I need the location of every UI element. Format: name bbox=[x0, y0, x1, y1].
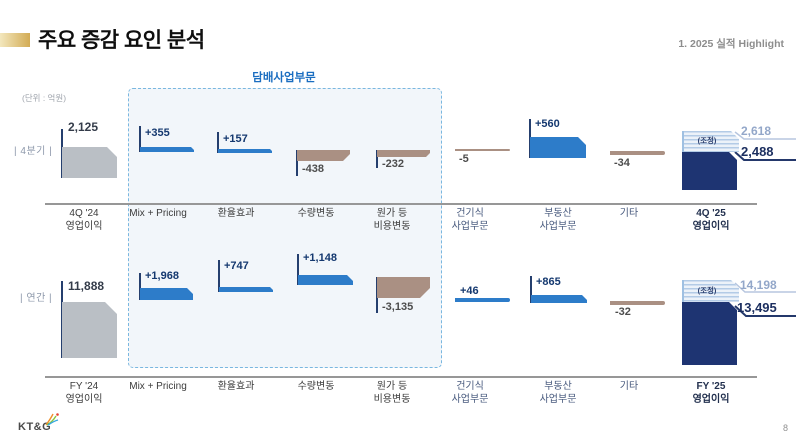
row-label-annual: | 연간 | bbox=[20, 293, 53, 304]
column-label: 원가 등 비용변동 bbox=[373, 208, 411, 232]
final-block bbox=[682, 152, 737, 190]
final-adjusted-value: 2,488 bbox=[741, 144, 774, 159]
column-label: 기타 bbox=[619, 381, 639, 392]
row-label-q4: | 4분기 | bbox=[14, 146, 53, 157]
column-label: 4Q '24 영업이익 bbox=[65, 208, 103, 232]
final-reported-value: 2,618 bbox=[741, 124, 772, 138]
bar-value: +46 bbox=[460, 285, 479, 297]
bar-value: +1,968 bbox=[145, 270, 179, 282]
tobacco-division-label: 담배사업부문 bbox=[252, 72, 316, 84]
axis-line-q4 bbox=[45, 203, 757, 205]
bar-connector-line bbox=[296, 150, 298, 176]
start-block bbox=[62, 302, 117, 358]
axis-line-annual bbox=[45, 376, 757, 378]
bar-connector-line bbox=[376, 150, 378, 168]
column-label: 수량변동 bbox=[297, 208, 335, 219]
bar-value: 11,888 bbox=[68, 279, 105, 293]
unit-label: (단위 : 억원) bbox=[22, 93, 67, 103]
adjusted-tag: (조정) bbox=[697, 286, 717, 295]
page-number: 8 bbox=[782, 423, 788, 433]
column-label: 원가 등 비용변동 bbox=[373, 381, 411, 405]
column-label: 부동산 사업부문 bbox=[539, 208, 577, 232]
ktng-logo-text: KT&G bbox=[18, 421, 52, 433]
waterfall-bar bbox=[219, 287, 273, 292]
column-label: FY '25 영업이익 bbox=[692, 381, 730, 405]
waterfall-bar bbox=[298, 275, 353, 285]
column-label: 건기식 사업부문 bbox=[451, 208, 489, 232]
bar-value: -3,135 bbox=[382, 301, 414, 313]
ktng-logo: KT&G bbox=[18, 413, 59, 433]
bar-value: +865 bbox=[536, 276, 561, 288]
bar-value: +1,148 bbox=[303, 252, 337, 264]
waterfall-bar bbox=[530, 137, 586, 158]
bar-connector-line bbox=[297, 254, 299, 285]
bar-value: +157 bbox=[223, 133, 248, 145]
bar-value: -34 bbox=[614, 157, 630, 169]
bar-value: -5 bbox=[459, 153, 469, 165]
waterfall-bar bbox=[455, 298, 510, 302]
bar-value: +355 bbox=[145, 127, 170, 139]
bar-connector-line bbox=[530, 276, 532, 303]
bar-connector-line bbox=[218, 260, 220, 292]
waterfall-bar bbox=[297, 150, 350, 161]
column-label: FY '24 영업이익 bbox=[65, 381, 103, 405]
bar-value: -32 bbox=[615, 306, 631, 318]
waterfall-bar bbox=[610, 151, 665, 155]
tobacco-division-box bbox=[128, 88, 442, 368]
title-accent-bar bbox=[0, 33, 30, 47]
bar-value: +560 bbox=[535, 118, 560, 130]
waterfall-bar bbox=[610, 301, 665, 305]
column-label: 부동산 사업부문 bbox=[539, 381, 577, 405]
waterfall-bar bbox=[377, 150, 430, 157]
bar-connector-line bbox=[217, 132, 219, 153]
column-label: Mix + Pricing bbox=[129, 208, 187, 219]
column-label: 수량변동 bbox=[297, 381, 335, 392]
waterfall-bar bbox=[377, 277, 430, 298]
column-label: 건기식 사업부문 bbox=[451, 381, 489, 405]
adjustment-hatch-block bbox=[682, 280, 739, 302]
ktng-logo-sprig-icon bbox=[45, 413, 59, 426]
waterfall-bar bbox=[531, 295, 587, 303]
column-label: 환율효과 bbox=[217, 381, 255, 392]
waterfall-bar bbox=[218, 149, 272, 153]
waterfall-bar bbox=[140, 288, 193, 300]
column-label: 4Q '25 영업이익 bbox=[692, 208, 730, 232]
waterfall-bar bbox=[140, 147, 194, 152]
final-reported-value: 14,198 bbox=[740, 278, 777, 292]
waterfall-bar bbox=[455, 149, 510, 151]
bar-value: +747 bbox=[224, 260, 249, 272]
column-label: Mix + Pricing bbox=[129, 381, 187, 392]
column-label: 기타 bbox=[619, 208, 639, 219]
bar-value: 2,125 bbox=[68, 120, 99, 134]
bar-value: -232 bbox=[382, 158, 405, 170]
bar-value: -438 bbox=[302, 163, 325, 175]
adjusted-tag: (조정) bbox=[697, 136, 717, 145]
section-label: 1. 2025 실적 Highlight bbox=[678, 38, 784, 50]
final-adjusted-value: 13,495 bbox=[737, 300, 777, 315]
start-block bbox=[62, 147, 117, 178]
column-label: 환율효과 bbox=[217, 208, 255, 219]
adjustment-hatch-block bbox=[682, 131, 739, 152]
final-block bbox=[682, 302, 737, 365]
slide-title: 주요 증감 요인 분석 bbox=[38, 29, 205, 52]
bar-connector-line bbox=[139, 126, 141, 152]
bar-connector-line bbox=[139, 273, 141, 300]
